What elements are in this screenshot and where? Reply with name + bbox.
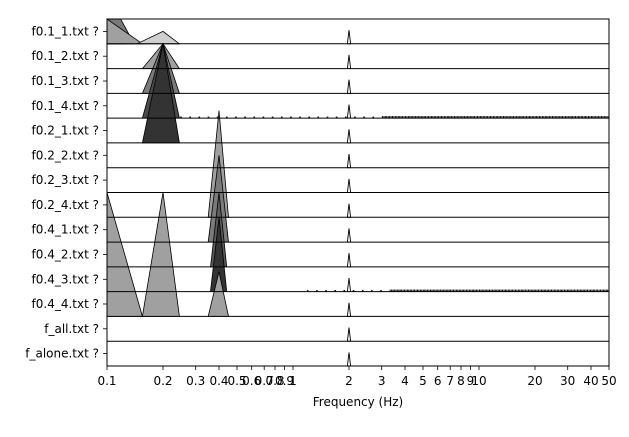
spike-2hz-row-8 bbox=[346, 228, 352, 243]
x-axis-label: Frequency (Hz) bbox=[313, 395, 404, 409]
row-label-11: f0.4_4.txt ? bbox=[32, 297, 99, 311]
x-tick-label-10: 2 bbox=[345, 374, 353, 388]
peak-row-0-3 bbox=[107, 19, 144, 45]
spike-2hz-row-2 bbox=[346, 79, 352, 94]
x-tick-label-19: 20 bbox=[527, 374, 542, 388]
x-tick-label-3: 0.4 bbox=[209, 374, 228, 388]
peak-row-0-4 bbox=[136, 30, 181, 45]
x-tick-label-21: 40 bbox=[583, 374, 598, 388]
row-label-12: f_all.txt ? bbox=[44, 322, 99, 336]
row-label-10: f0.4_3.txt ? bbox=[32, 272, 99, 286]
x-tick-label-22: 50 bbox=[601, 374, 616, 388]
plot-frame bbox=[106, 18, 610, 367]
spike-2hz-row-5 bbox=[346, 154, 352, 169]
row-label-0: f0.1_1.txt ? bbox=[32, 24, 99, 38]
row-label-9: f0.4_2.txt ? bbox=[32, 248, 99, 262]
row-label-8: f0.4_1.txt ? bbox=[32, 223, 99, 237]
peak-row-11-13 bbox=[141, 192, 180, 317]
x-tick-label-15: 7 bbox=[446, 374, 454, 388]
row-label-6: f0.2_3.txt ? bbox=[32, 173, 99, 187]
x-tick-label-8: 0.9 bbox=[275, 374, 294, 388]
x-tick-label-20: 30 bbox=[560, 374, 575, 388]
spike-2hz-row-13 bbox=[346, 352, 352, 366]
spike-2hz-row-1 bbox=[346, 54, 352, 70]
x-tick-label-2: 0.3 bbox=[186, 374, 205, 388]
spike-2hz-row-10 bbox=[346, 277, 352, 293]
x-tick-label-12: 4 bbox=[401, 374, 409, 388]
spike-2hz-row-7 bbox=[346, 203, 352, 218]
x-tick-label-1: 0.2 bbox=[153, 374, 172, 388]
plot-fills bbox=[107, 19, 609, 366]
x-tick-label-16: 8 bbox=[457, 374, 465, 388]
row-labels: f0.1_1.txt ? f0.1_2.txt ? f0.1_3.txt ? f0.1… bbox=[25, 24, 107, 361]
x-tick-label-6: 0.7 bbox=[255, 374, 274, 388]
spike-2hz-row-9 bbox=[346, 253, 352, 268]
x-tick-label-13: 5 bbox=[419, 374, 427, 388]
peak-row-11-14 bbox=[107, 192, 143, 317]
x-tick-label-18: 10 bbox=[471, 374, 486, 388]
x-tick-label-0: 0.1 bbox=[97, 374, 116, 388]
row-label-13: f_alone.txt ? bbox=[25, 347, 99, 361]
row-label-7: f0.2_4.txt ? bbox=[32, 198, 99, 212]
x-tick-label-5: 0.6 bbox=[242, 374, 261, 388]
row-label-3: f0.1_4.txt ? bbox=[32, 99, 99, 113]
x-axis: 0.1 0.2 0.3 0.40.50.60.70.80.91 2 3 4 5 6 7 8 910 20… bbox=[97, 366, 617, 388]
spike-2hz-row-4 bbox=[346, 129, 352, 144]
x-tick-label-9: 1 bbox=[289, 374, 297, 388]
x-tick-label-4: 0.5 bbox=[227, 374, 246, 388]
spike-2hz-row-6 bbox=[346, 178, 352, 193]
spike-2hz-row-3 bbox=[346, 104, 352, 119]
x-tick-label-14: 6 bbox=[434, 374, 442, 388]
spike-2hz-row-0 bbox=[346, 30, 352, 45]
spike-2hz-row-12 bbox=[346, 327, 352, 342]
x-tick-label-17: 9 bbox=[467, 374, 475, 388]
row-label-5: f0.2_2.txt ? bbox=[32, 148, 99, 162]
row-label-1: f0.1_2.txt ? bbox=[32, 49, 99, 63]
spike-2hz-row-11 bbox=[346, 302, 352, 317]
row-label-4: f0.2_1.txt ? bbox=[32, 124, 99, 138]
x-tick-label-7: 0.8 bbox=[265, 374, 284, 388]
row-label-2: f0.1_3.txt ? bbox=[32, 74, 99, 88]
x-tick-label-11: 3 bbox=[378, 374, 386, 388]
row-baselines bbox=[107, 43, 609, 342]
